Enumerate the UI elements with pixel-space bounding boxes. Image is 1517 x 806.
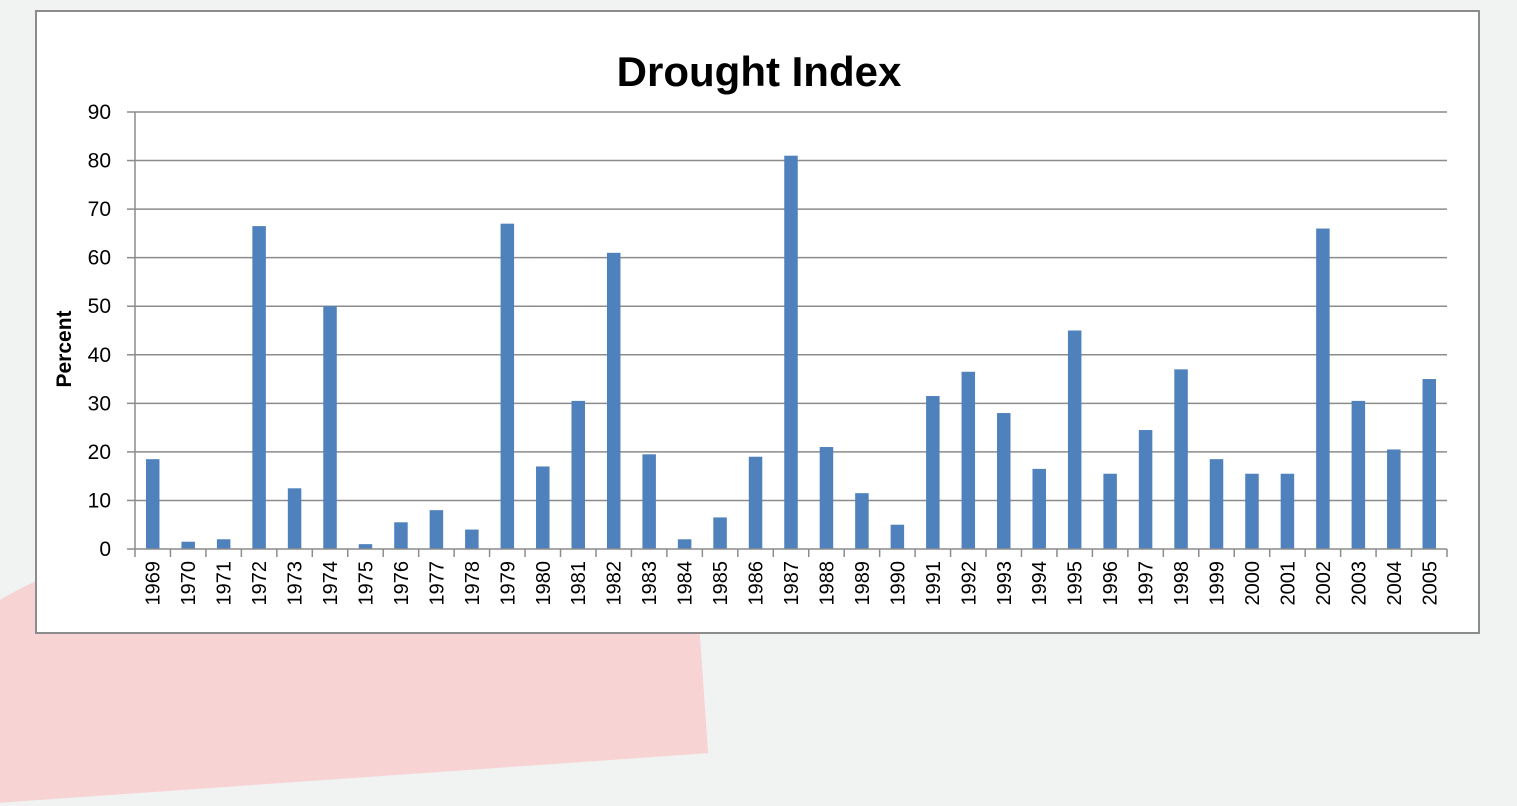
x-tick-label: 1995 bbox=[1065, 561, 1087, 606]
y-tick-labels: 0 10 20 30 40 50 60 70 80 90 bbox=[88, 101, 111, 561]
x-tick-label: 1989 bbox=[852, 561, 874, 606]
x-tick-label: 1974 bbox=[320, 561, 342, 606]
bar-1983 bbox=[642, 454, 656, 549]
x-tick-label: 1984 bbox=[675, 561, 697, 606]
bar-1985 bbox=[713, 517, 727, 549]
y-tick-label: 20 bbox=[88, 441, 111, 464]
bar-1975 bbox=[358, 544, 373, 549]
bar-1969 bbox=[145, 459, 160, 549]
x-tick-label: 1994 bbox=[1029, 561, 1051, 606]
x-tick-label: 1997 bbox=[1136, 561, 1158, 606]
bar-1979 bbox=[500, 223, 515, 549]
x-tick-label: 2004 bbox=[1384, 561, 1406, 606]
y-tick-label: 80 bbox=[88, 150, 111, 173]
bar-2000 bbox=[1245, 473, 1259, 549]
x-tick-label: 1982 bbox=[604, 561, 626, 606]
bar-1974 bbox=[323, 306, 337, 549]
x-tick-labels: 1969 1970 1971 1972 1973 1974 1975 1976 1977 1978… bbox=[143, 561, 1442, 606]
axes bbox=[134, 112, 1448, 557]
x-tick-label: 2001 bbox=[1277, 561, 1299, 606]
x-tick-label: 2002 bbox=[1313, 561, 1335, 606]
x-tick-label: 1976 bbox=[391, 561, 413, 606]
y-tick-label: 30 bbox=[88, 392, 111, 415]
bar-1986 bbox=[748, 456, 763, 549]
x-tick-label: 1987 bbox=[781, 561, 803, 606]
bar-1972 bbox=[252, 226, 266, 549]
bar-1989 bbox=[855, 493, 869, 549]
bar-1971 bbox=[216, 539, 231, 549]
bar-1994 bbox=[1032, 468, 1046, 549]
bar-1984 bbox=[677, 539, 692, 549]
y-tick-label: 40 bbox=[88, 344, 111, 367]
bars bbox=[145, 155, 1437, 550]
bar-2001 bbox=[1280, 473, 1295, 549]
x-tick-label: 1978 bbox=[462, 561, 484, 606]
y-tick-label: 50 bbox=[88, 295, 111, 318]
bar-1977 bbox=[429, 510, 444, 549]
x-tick-label: 1992 bbox=[958, 561, 980, 606]
x-tick-label: 1975 bbox=[355, 561, 377, 606]
bar-2003 bbox=[1351, 400, 1366, 549]
bar-1993 bbox=[997, 413, 1011, 549]
bar-2005 bbox=[1422, 379, 1437, 549]
x-tick-label: 1988 bbox=[816, 561, 838, 606]
drought-index-chart: Drought Index Percent 0 10 20 30 40 50 60 70 80 9… bbox=[53, 48, 1448, 606]
x-tick-label: 2000 bbox=[1242, 561, 1264, 606]
x-tick-label: 1991 bbox=[923, 561, 945, 606]
bar-1988 bbox=[819, 447, 834, 549]
x-tick-label: 2005 bbox=[1419, 561, 1441, 606]
x-tick-label: 1986 bbox=[746, 561, 768, 606]
bar-1999 bbox=[1209, 459, 1224, 549]
bar-2004 bbox=[1387, 449, 1401, 549]
y-tick-label: 0 bbox=[99, 538, 111, 561]
y-tick-label: 60 bbox=[88, 247, 111, 270]
x-tick-label: 1996 bbox=[1100, 561, 1122, 606]
chart-title: Drought Index bbox=[617, 48, 902, 95]
y-tick-label: 70 bbox=[88, 198, 111, 221]
x-tick-label: 1977 bbox=[426, 561, 448, 606]
bar-1987 bbox=[784, 155, 798, 549]
bar-1997 bbox=[1138, 430, 1153, 549]
bar-1978 bbox=[465, 529, 479, 549]
x-tick-label: 1980 bbox=[533, 561, 555, 606]
bar-1990 bbox=[890, 524, 905, 549]
bar-1976 bbox=[394, 522, 408, 549]
x-tick-label: 1993 bbox=[994, 561, 1016, 606]
x-tick-label: 1972 bbox=[249, 561, 271, 606]
bar-1995 bbox=[1067, 330, 1082, 549]
x-tick-label: 1990 bbox=[887, 561, 909, 606]
bar-1970 bbox=[181, 541, 195, 549]
x-tick-label: 1969 bbox=[143, 561, 165, 606]
x-tick-label: 1970 bbox=[178, 561, 200, 606]
y-tick-label: 10 bbox=[88, 489, 111, 512]
bar-1980 bbox=[536, 466, 550, 549]
x-tick-label: 1985 bbox=[710, 561, 732, 606]
chart-frame: Drought Index Percent 0 10 20 30 40 50 60 70 80 9… bbox=[35, 10, 1480, 634]
y-axis-label: Percent bbox=[53, 310, 76, 387]
x-tick-label: 2003 bbox=[1348, 561, 1370, 606]
x-tick-label: 1973 bbox=[285, 561, 307, 606]
y-tick-label: 90 bbox=[88, 101, 111, 124]
bar-1998 bbox=[1174, 369, 1188, 549]
bar-1973 bbox=[287, 488, 302, 549]
x-tick-label: 1981 bbox=[568, 561, 590, 606]
bar-1982 bbox=[606, 252, 621, 550]
x-tick-label: 1971 bbox=[214, 561, 236, 606]
x-tick-label: 1983 bbox=[639, 561, 661, 606]
bar-1981 bbox=[571, 400, 585, 549]
bar-1996 bbox=[1103, 473, 1117, 549]
x-tick-label: 1979 bbox=[497, 561, 519, 606]
x-tick-label: 1999 bbox=[1207, 561, 1229, 606]
bar-2002 bbox=[1316, 228, 1330, 550]
bar-1991 bbox=[926, 396, 940, 549]
x-tick-label: 1998 bbox=[1171, 561, 1193, 606]
bar-1992 bbox=[961, 371, 976, 549]
